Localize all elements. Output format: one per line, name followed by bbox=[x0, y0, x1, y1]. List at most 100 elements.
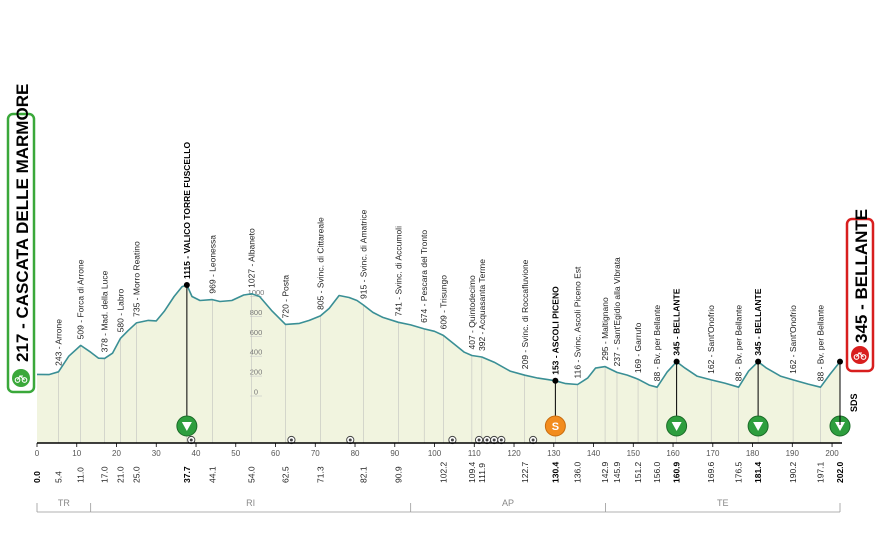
waypoint-label: 509 - Forca di Arrone bbox=[76, 259, 86, 339]
y-tick-label: 0 bbox=[254, 388, 258, 397]
y-tick-label: 200 bbox=[250, 368, 263, 377]
km-label: 102.2 bbox=[438, 461, 448, 483]
summit-point bbox=[183, 282, 190, 289]
tunnel-marker-core bbox=[477, 438, 481, 442]
x-tick-label: 60 bbox=[271, 449, 280, 458]
y-tick-label: 600 bbox=[250, 328, 263, 337]
summit-point bbox=[552, 377, 559, 384]
summit-point bbox=[755, 358, 762, 365]
province-label: TE bbox=[717, 498, 729, 508]
km-label: 17.0 bbox=[100, 466, 110, 483]
km-label: 122.7 bbox=[520, 461, 530, 483]
km-label: 169.6 bbox=[706, 461, 716, 483]
x-tick-label: 20 bbox=[112, 449, 121, 458]
km-label: 176.5 bbox=[734, 461, 744, 483]
km-label: 62.5 bbox=[280, 466, 290, 483]
start-label: 217 - CASCATA DELLE MARMORE bbox=[13, 84, 32, 362]
km-label: 136.0 bbox=[573, 461, 583, 483]
km-label: 142.9 bbox=[600, 461, 610, 483]
bike-wheel-icon bbox=[21, 377, 28, 383]
km-label: 90.9 bbox=[393, 466, 403, 483]
tunnel-marker-core bbox=[499, 438, 503, 442]
x-tick-label: 190 bbox=[786, 449, 800, 458]
tunnel-marker-core bbox=[485, 438, 489, 442]
x-tick-label: 90 bbox=[390, 449, 399, 458]
x-tick-label: 180 bbox=[746, 449, 760, 458]
x-tick-label: 140 bbox=[587, 449, 601, 458]
waypoint-labels-layer: 243 - Arrone 509 - Forca di Arrone 378 - M… bbox=[53, 142, 825, 382]
km-label: 202.0 bbox=[835, 461, 845, 483]
bike-frame-icon bbox=[856, 352, 864, 358]
province-label: RI bbox=[246, 498, 255, 508]
km-label: 156.0 bbox=[652, 461, 662, 483]
km-label: 181.4 bbox=[753, 461, 763, 483]
waypoint-label: 805 - Svinc. di Cittareale bbox=[315, 217, 325, 310]
waypoint-label: 580 - Labro bbox=[115, 289, 125, 333]
start-badge bbox=[6, 112, 36, 394]
profile-area bbox=[37, 285, 840, 443]
x-tick-label: 110 bbox=[468, 449, 481, 458]
province-label: TR bbox=[58, 498, 70, 508]
waypoint-label: 1115 - VALICO TORRE FUSCELLO bbox=[182, 142, 192, 280]
province-label: AP bbox=[502, 498, 514, 508]
y-tick-label: 1000 bbox=[248, 288, 265, 297]
grid-layer: 0 200 400 600 800 1000 bbox=[248, 288, 265, 397]
waypoint-label: 162 - Sant'Onofrio bbox=[788, 305, 798, 374]
bike-wheel-icon bbox=[853, 354, 860, 360]
y-tick-label: 800 bbox=[250, 308, 263, 317]
x-tick-label: 10 bbox=[72, 449, 81, 458]
finish-badge bbox=[845, 217, 875, 373]
waypoint-label: 735 - Morro Reatino bbox=[131, 241, 141, 317]
waypoint-label: 153 - ASCOLI PICENO bbox=[550, 286, 560, 375]
profile-line bbox=[36, 284, 841, 388]
waypoint-label: 741 - Svinc. di Accumoli bbox=[393, 226, 403, 316]
km-label: 111.9 bbox=[477, 463, 487, 483]
waypoint-label: 237 - Sant'Egidio alla Vibrata bbox=[612, 257, 622, 366]
waypoint-label: 88 - Bv. per Bellante bbox=[652, 305, 662, 382]
waypoint-label: 169 - Garrufo bbox=[633, 322, 643, 373]
x-tick-label: 70 bbox=[311, 449, 320, 458]
waypoint-label: 162 - Sant'Onofrio bbox=[706, 305, 716, 374]
waypoint-label: 915 - Svinc. di Amatrice bbox=[358, 209, 368, 299]
gpm-triangle-icon bbox=[835, 422, 845, 431]
km-label: 151.2 bbox=[633, 461, 643, 483]
bike-frame-icon bbox=[17, 375, 25, 381]
sprint-marker bbox=[544, 415, 566, 437]
km-label: 54.0 bbox=[247, 466, 257, 483]
waypoint-label: 720 - Posta bbox=[280, 275, 290, 319]
waypoint-label: 1027 - Albaneto bbox=[247, 228, 257, 288]
km-label: 25.0 bbox=[131, 466, 141, 483]
km-label: 197.1 bbox=[816, 461, 826, 483]
bike-wheel-icon bbox=[860, 354, 867, 360]
km-label: 5.4 bbox=[53, 471, 63, 483]
tunnel-marker-core bbox=[492, 438, 496, 442]
profile-line-layer bbox=[36, 284, 841, 388]
markers-layer: S bbox=[176, 282, 851, 445]
km-label: 190.2 bbox=[788, 461, 798, 483]
waypoint-label: 295 - Maltignano bbox=[600, 297, 610, 361]
x-tick-label: 160 bbox=[666, 449, 680, 458]
gpm-triangle-icon bbox=[181, 422, 192, 431]
x-tick-label: 200 bbox=[825, 449, 839, 458]
waypoint-label: 243 - Arrone bbox=[53, 319, 63, 366]
km-label: 11.0 bbox=[76, 467, 86, 483]
bike-wheel-icon bbox=[14, 377, 21, 383]
start-finish-layer: 217 - CASCATA DELLE MARMORE 345 - BELLANT… bbox=[6, 84, 875, 425]
tunnel-marker-core bbox=[531, 438, 535, 442]
km-label: 109.4 bbox=[467, 461, 477, 483]
km-label: 71.3 bbox=[315, 466, 325, 483]
waypoint-label: 674 - Pescara del Tronto bbox=[419, 230, 429, 323]
x-tick-label: 170 bbox=[706, 449, 720, 458]
x-tick-label: 40 bbox=[192, 449, 201, 458]
waypoint-label: 609 - Trisungo bbox=[438, 275, 448, 330]
tunnel-marker-core bbox=[348, 438, 352, 442]
y-tick-label: 400 bbox=[250, 348, 263, 357]
waypoint-label: 392 - Acquasanta Terme bbox=[477, 259, 487, 351]
waypoint-label: 345 - BELLANTE bbox=[753, 288, 763, 355]
sds-label: SDS bbox=[849, 393, 859, 412]
waypoint-label: 345 - BELLANTE bbox=[672, 288, 682, 355]
tunnel-marker-core bbox=[289, 438, 293, 442]
finish-bike-icon bbox=[851, 346, 869, 364]
km-label: 82.1 bbox=[358, 466, 368, 483]
